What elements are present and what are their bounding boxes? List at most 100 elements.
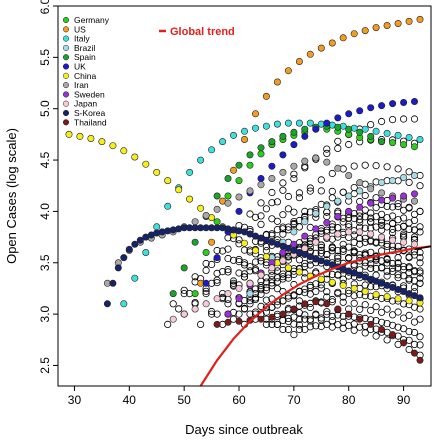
legend-label: Spain — [74, 52, 96, 62]
other-country-point — [295, 223, 303, 231]
other-country-point — [323, 145, 331, 153]
other-country-point — [361, 206, 369, 214]
legend-item-china: China — [62, 71, 96, 81]
spain-point — [334, 123, 342, 131]
other-country-point — [246, 263, 254, 271]
series-thailand — [213, 298, 424, 364]
other-country-point — [334, 137, 342, 145]
japan-point — [235, 284, 243, 292]
other-country-point — [356, 218, 364, 226]
other-country-point — [262, 205, 270, 213]
uk-point — [400, 99, 408, 107]
other-country-point — [273, 320, 281, 328]
other-country-point — [383, 336, 391, 344]
other-country-point — [323, 308, 331, 316]
china-point — [350, 284, 358, 292]
global-trend-line — [199, 245, 432, 387]
us-point — [273, 78, 281, 86]
other-country-point — [405, 178, 413, 186]
us-point — [405, 17, 413, 25]
other-country-point — [372, 239, 380, 247]
other-country-point — [328, 243, 336, 251]
other-country-point — [284, 205, 292, 213]
other-country-point — [257, 220, 265, 228]
legend-label: UK — [74, 62, 86, 72]
thailand-point — [400, 339, 408, 347]
other-country-point — [405, 219, 413, 227]
uk-point — [268, 162, 276, 170]
other-country-point — [328, 247, 336, 255]
china-point — [65, 130, 73, 138]
other-country-point — [235, 255, 243, 264]
other-country-point — [388, 212, 397, 220]
other-country-point — [202, 266, 210, 274]
other-country-point — [240, 270, 249, 278]
y-tick-label: 6.0 — [38, 0, 52, 14]
other-country-point — [356, 240, 364, 248]
other-country-point — [405, 168, 413, 176]
china-point — [76, 132, 84, 140]
other-country-point — [306, 315, 314, 323]
other-country-point — [284, 192, 292, 201]
uk-point — [312, 125, 320, 133]
other-country-point — [197, 320, 205, 328]
other-country-point — [350, 238, 358, 246]
other-country-point — [399, 214, 408, 222]
other-country-point — [356, 216, 364, 224]
japan-point — [180, 310, 188, 318]
italy-point — [153, 223, 161, 231]
iran-point — [323, 158, 331, 166]
other-country-point — [399, 222, 408, 230]
uk-point — [367, 104, 375, 112]
other-country-point — [295, 315, 303, 324]
legend-item-brazil: Brazil — [62, 43, 95, 53]
legend-item-italy: Italy — [62, 34, 90, 44]
other-country-point — [345, 254, 353, 262]
other-country-point — [240, 273, 249, 281]
other-country-point — [361, 191, 369, 200]
brazil-point — [400, 174, 408, 182]
other-country-point — [279, 179, 287, 187]
other-country-point — [235, 236, 243, 244]
other-country-point — [257, 281, 265, 290]
us-point — [295, 57, 303, 65]
other-country-point — [350, 248, 358, 256]
legend-swatch — [62, 63, 70, 70]
other-country-point — [334, 254, 342, 262]
other-country-point — [372, 162, 380, 170]
china-point — [175, 186, 183, 194]
other-country-point — [328, 295, 336, 304]
other-country-point — [208, 310, 216, 318]
other-country-point — [290, 208, 298, 216]
japan-point — [345, 228, 353, 236]
other-country-point — [405, 263, 413, 271]
other-country-point — [213, 269, 221, 277]
other-country-point — [394, 165, 402, 173]
other-country-point — [372, 303, 380, 311]
other-country-point — [416, 267, 424, 275]
japan-point — [378, 233, 386, 241]
us-point — [208, 238, 216, 246]
other-country-point — [257, 199, 265, 207]
other-country-point — [405, 345, 413, 354]
other-country-point — [306, 261, 314, 269]
other-country-point — [323, 288, 331, 296]
other-country-point — [416, 207, 424, 215]
spain-point — [191, 238, 199, 246]
other-country-point — [295, 297, 303, 305]
spain-point — [268, 138, 276, 146]
spain-point — [356, 128, 364, 136]
italy-point — [295, 119, 303, 127]
china-point — [109, 142, 117, 150]
legend-swatch — [62, 26, 70, 33]
other-country-point — [273, 285, 281, 293]
other-country-point — [405, 254, 413, 262]
other-country-point — [410, 268, 419, 276]
other-country-point — [251, 258, 260, 266]
s-korea-point — [416, 294, 424, 302]
other-country-series — [208, 161, 424, 318]
other-country-point — [339, 298, 347, 306]
legend-label: Thailand — [74, 117, 107, 127]
y-tick-label: 5.5 — [38, 49, 52, 66]
other-country-point — [290, 219, 298, 228]
